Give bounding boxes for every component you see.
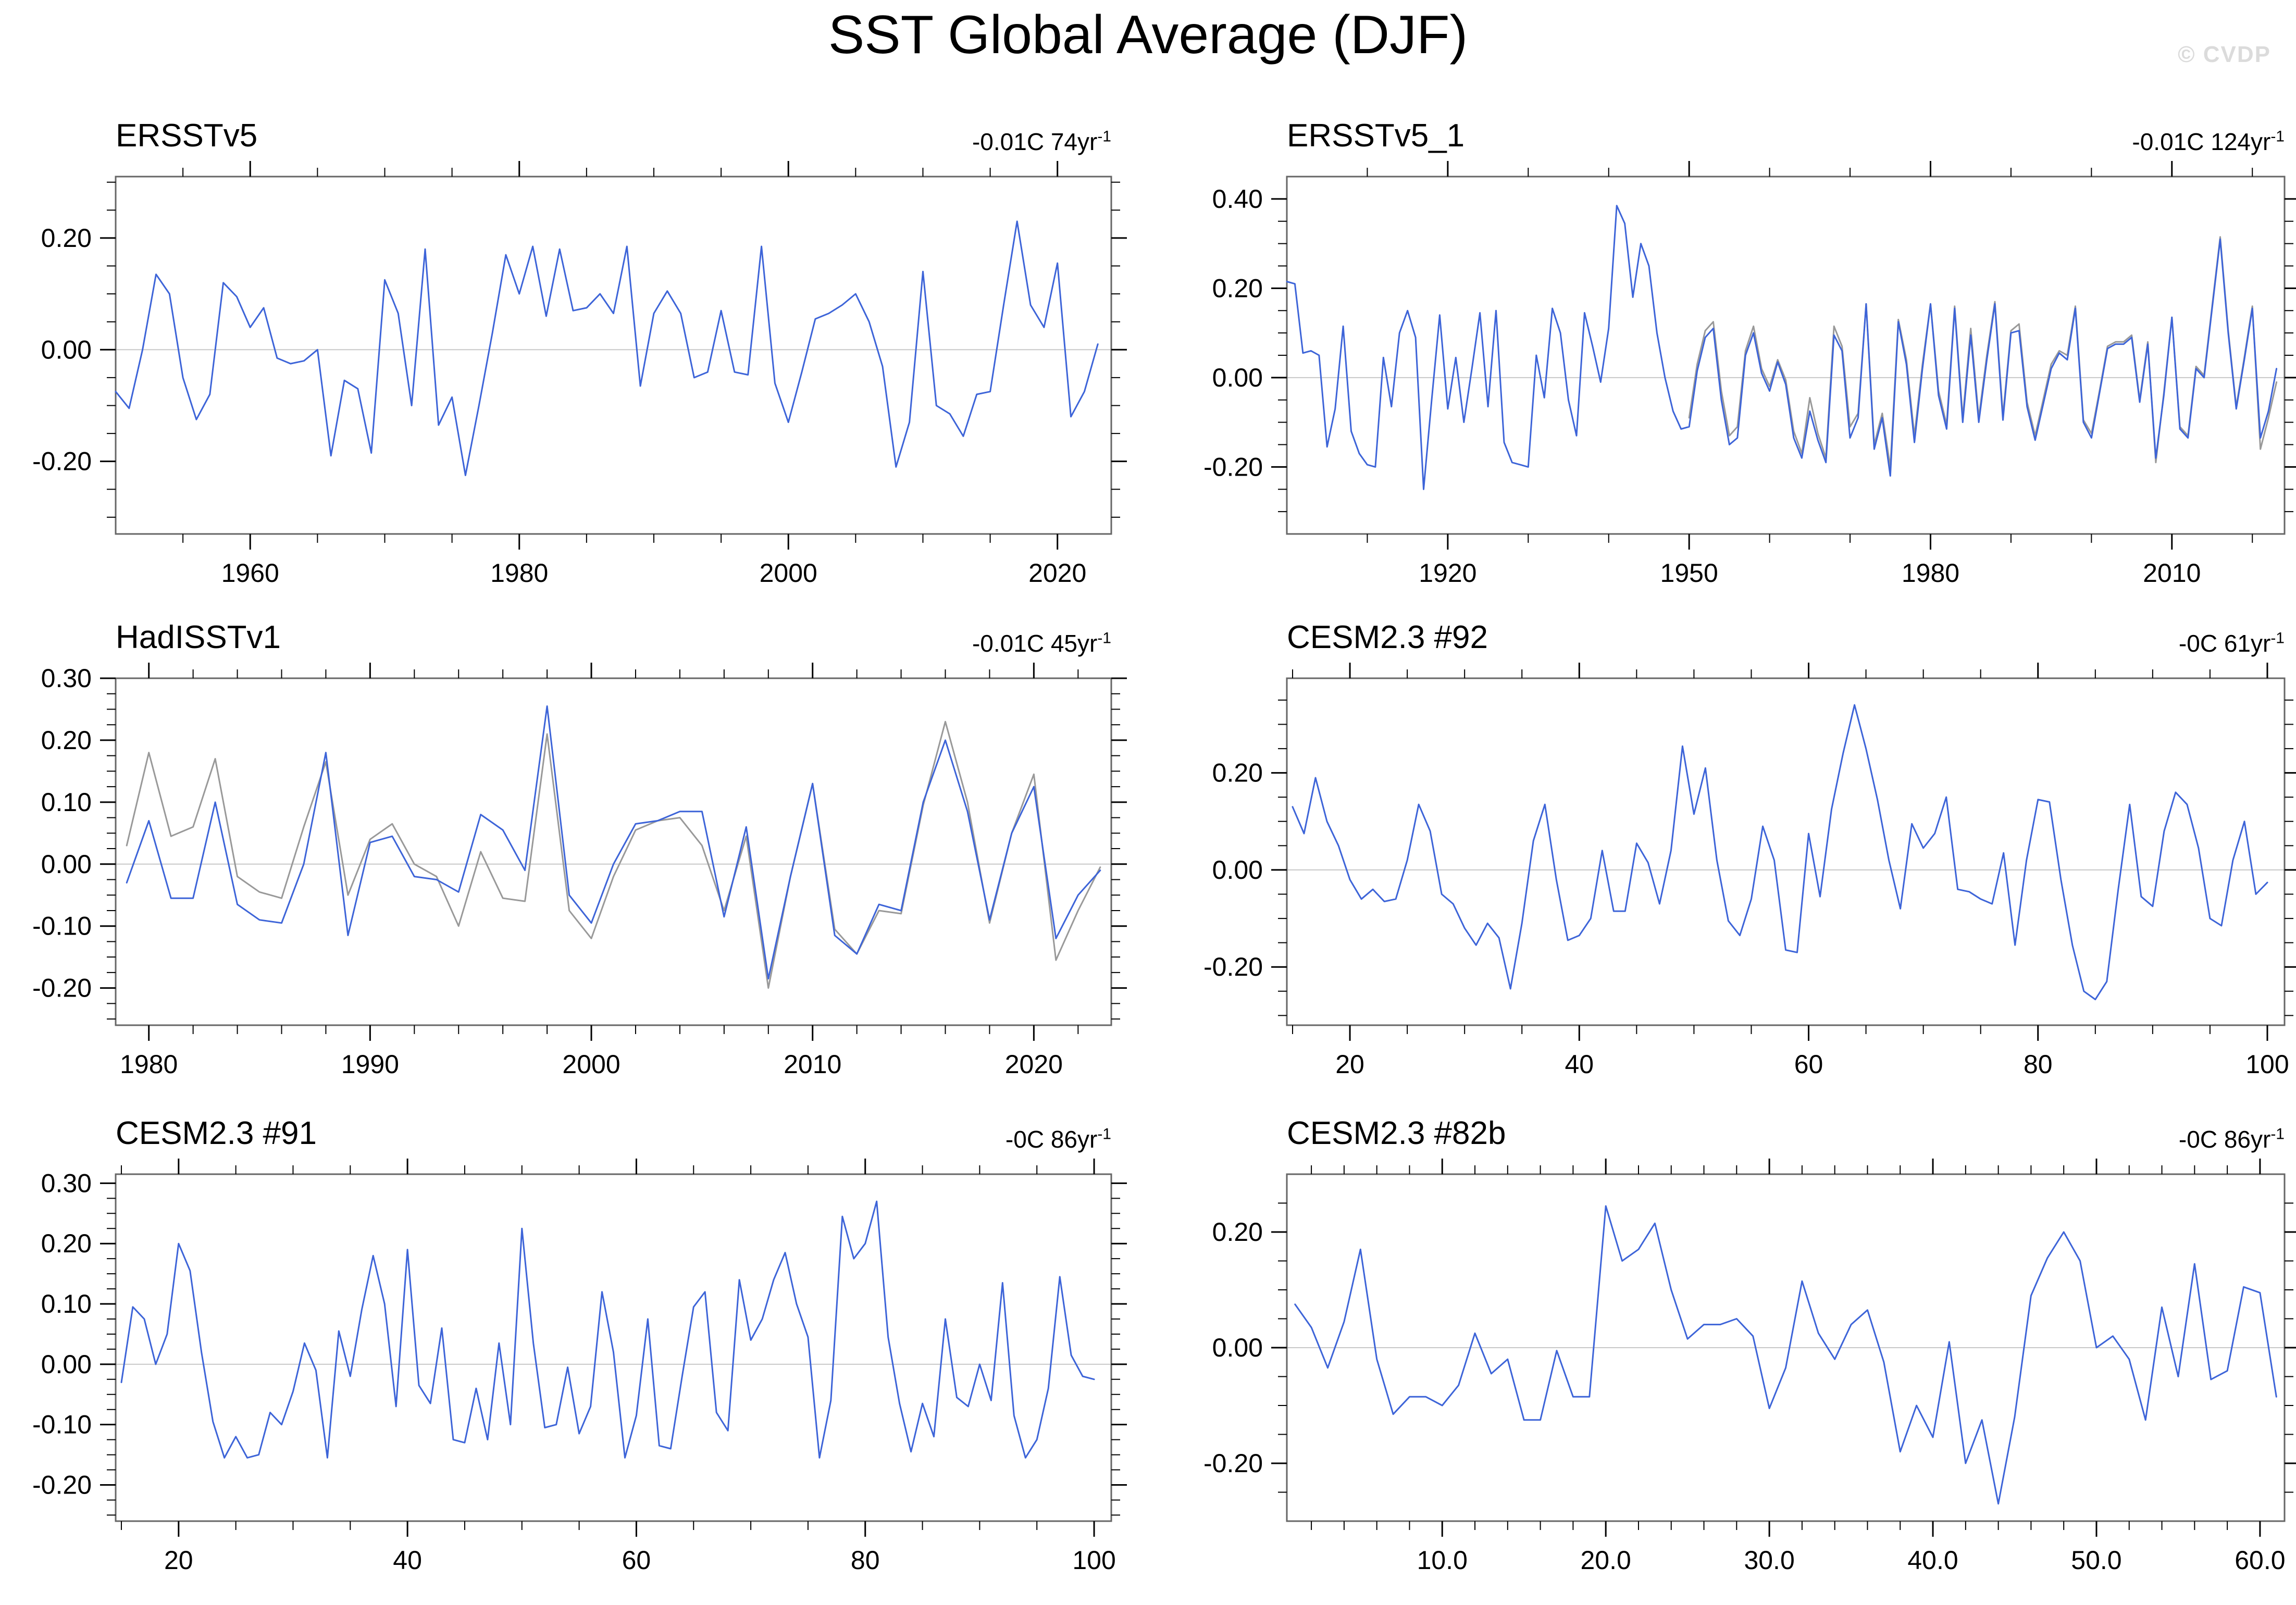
x-tick-label: 60 bbox=[622, 1546, 651, 1575]
x-tick-label: 2000 bbox=[562, 1050, 620, 1079]
panel-title-hadisstv1: HadISSTv1 bbox=[116, 619, 281, 655]
panel-title-cesm23-92: CESM2.3 #92 bbox=[1287, 619, 1488, 655]
y-tick-label: -0.10 bbox=[32, 1410, 92, 1439]
y-tick-label: 0.20 bbox=[1212, 273, 1263, 303]
y-tick-label: 0.40 bbox=[1212, 184, 1263, 214]
trend-value: -0.01C 124yr bbox=[2132, 128, 2271, 155]
panel-trend-cesm23-91: -0C 86yr-1 bbox=[1006, 1125, 1111, 1153]
series-reference-hadisstv1 bbox=[126, 720, 1101, 989]
x-tick-label: 80 bbox=[2024, 1050, 2053, 1079]
y-tick-label: -0.20 bbox=[1203, 1449, 1263, 1478]
x-tick-label: 40.0 bbox=[1907, 1546, 1958, 1575]
y-tick-label: 0.20 bbox=[1212, 1217, 1263, 1247]
trend-value: -0C 86yr bbox=[2178, 1126, 2271, 1153]
panel-title-cesm23-82b: CESM2.3 #82b bbox=[1287, 1115, 1506, 1151]
y-tick-label: 0.10 bbox=[41, 1289, 92, 1318]
x-tick-label: 60.0 bbox=[2235, 1546, 2285, 1575]
x-tick-label: 2020 bbox=[1028, 558, 1086, 588]
trend-value: -0.01C 45yr bbox=[972, 630, 1098, 657]
x-tick-label: 10.0 bbox=[1417, 1546, 1468, 1575]
series-sst-anomaly-ersstv5 bbox=[115, 220, 1099, 476]
x-tick-label: 100 bbox=[2245, 1050, 2289, 1079]
series-sst-anomaly-cesm23-92 bbox=[1292, 704, 2268, 1001]
x-tick-label: 20 bbox=[164, 1546, 193, 1575]
x-tick-label: 1990 bbox=[341, 1050, 399, 1079]
panel-title-ersstv5-1: ERSSTv5_1 bbox=[1287, 118, 1465, 154]
panel-title-ersstv5: ERSSTv5 bbox=[116, 118, 258, 154]
panel-trend-cesm23-82b: -0C 86yr-1 bbox=[2179, 1125, 2285, 1153]
y-tick-label: 0.30 bbox=[41, 664, 92, 693]
x-tick-label: 2010 bbox=[784, 1050, 841, 1079]
trend-exponent: -1 bbox=[2270, 1125, 2285, 1143]
y-tick-label: 0.10 bbox=[41, 788, 92, 817]
x-tick-label: 1920 bbox=[1419, 558, 1476, 588]
panel-trend-hadisstv1: -0.01C 45yr-1 bbox=[972, 629, 1111, 657]
x-tick-label: 60 bbox=[1794, 1050, 1823, 1079]
y-tick-label: -0.20 bbox=[32, 974, 92, 1003]
x-tick-label: 2000 bbox=[760, 558, 817, 588]
trend-exponent: -1 bbox=[1097, 629, 1111, 647]
x-tick-label: 20.0 bbox=[1581, 1546, 1631, 1575]
y-tick-label: 0.00 bbox=[41, 335, 92, 364]
y-tick-label: -0.20 bbox=[1203, 452, 1263, 481]
y-tick-label: 0.20 bbox=[1212, 758, 1263, 788]
y-tick-label: -0.20 bbox=[32, 447, 92, 476]
y-tick-label: 0.20 bbox=[41, 1229, 92, 1258]
figure-title: SST Global Average (DJF) bbox=[828, 5, 1468, 65]
trend-exponent: -1 bbox=[1097, 128, 1111, 145]
y-tick-label: 0.00 bbox=[1212, 363, 1263, 392]
x-tick-label: 1950 bbox=[1660, 558, 1718, 588]
x-tick-label: 30.0 bbox=[1744, 1546, 1794, 1575]
series-sst-anomaly-cesm23-91 bbox=[120, 1200, 1095, 1459]
trend-exponent: -1 bbox=[1097, 1125, 1111, 1143]
y-tick-label: 0.00 bbox=[1212, 855, 1263, 885]
x-tick-label: 1960 bbox=[221, 558, 279, 588]
trend-value: -0.01C 74yr bbox=[972, 128, 1098, 155]
y-tick-label: 0.30 bbox=[41, 1168, 92, 1198]
series-sst-anomaly-cesm23-82b bbox=[1294, 1205, 2277, 1505]
panel-trend-ersstv5-1: -0.01C 124yr-1 bbox=[2132, 128, 2285, 156]
series-sst-anomaly-ersstv5-1 bbox=[1286, 205, 2278, 490]
y-tick-label: 0.20 bbox=[41, 223, 92, 253]
y-tick-label: -0.10 bbox=[32, 912, 92, 941]
y-tick-label: -0.20 bbox=[1203, 952, 1263, 981]
trend-value: -0C 61yr bbox=[2178, 630, 2271, 657]
x-tick-label: 2010 bbox=[2143, 558, 2201, 588]
x-tick-label: 40 bbox=[393, 1546, 422, 1575]
trend-value: -0C 86yr bbox=[1005, 1126, 1098, 1153]
x-tick-label: 20 bbox=[1335, 1050, 1364, 1079]
x-tick-label: 1980 bbox=[120, 1050, 178, 1079]
y-tick-label: 0.20 bbox=[41, 726, 92, 755]
x-tick-label: 80 bbox=[851, 1546, 880, 1575]
x-tick-label: 1980 bbox=[490, 558, 548, 588]
trend-exponent: -1 bbox=[2270, 128, 2285, 145]
x-tick-label: 1980 bbox=[1902, 558, 1959, 588]
y-tick-label: 0.00 bbox=[1212, 1333, 1263, 1362]
x-tick-label: 40 bbox=[1565, 1050, 1594, 1079]
trend-exponent: -1 bbox=[2270, 629, 2285, 647]
panel-trend-cesm23-92: -0C 61yr-1 bbox=[2179, 629, 2285, 657]
y-tick-label: 0.00 bbox=[41, 1350, 92, 1379]
watermark: © CVDP bbox=[2178, 42, 2271, 67]
panel-title-cesm23-91: CESM2.3 #91 bbox=[116, 1115, 317, 1151]
series-sst-anomaly-hadisstv1 bbox=[126, 705, 1101, 980]
y-tick-label: 0.00 bbox=[41, 850, 92, 879]
x-tick-label: 50.0 bbox=[2071, 1546, 2121, 1575]
y-tick-label: -0.20 bbox=[32, 1471, 92, 1500]
x-tick-label: 2020 bbox=[1005, 1050, 1063, 1079]
x-tick-label: 100 bbox=[1072, 1546, 1115, 1575]
panel-trend-ersstv5: -0.01C 74yr-1 bbox=[972, 128, 1111, 156]
